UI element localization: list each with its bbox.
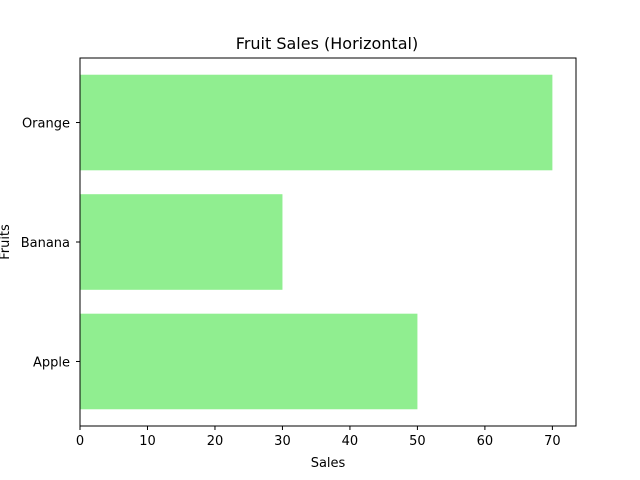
- y-tick-label: Banana: [21, 236, 70, 251]
- bars-group: [80, 74, 553, 410]
- bar-banana: [80, 194, 283, 290]
- x-tick-label: 70: [544, 434, 561, 449]
- y-tick-label: Apple: [33, 355, 70, 370]
- x-tick-label: 0: [76, 434, 84, 449]
- y-tick-label: Orange: [22, 117, 70, 132]
- x-axis-label: Sales: [311, 456, 346, 471]
- x-tick-label: 40: [342, 434, 359, 449]
- y-axis-label: Fruits: [0, 224, 13, 260]
- y-axis-ticks: Apple Banana Orange: [21, 117, 80, 370]
- x-tick-label: 60: [477, 434, 494, 449]
- bar-orange: [80, 74, 553, 171]
- bar-apple: [80, 313, 418, 410]
- x-tick-label: 20: [207, 434, 224, 449]
- x-tick-label: 30: [274, 434, 291, 449]
- x-tick-label: 10: [139, 434, 156, 449]
- chart-title: Fruit Sales (Horizontal): [236, 34, 418, 53]
- x-axis-ticks: 0 10 20 30 40 50 60 70: [76, 426, 561, 449]
- x-tick-label: 50: [409, 434, 426, 449]
